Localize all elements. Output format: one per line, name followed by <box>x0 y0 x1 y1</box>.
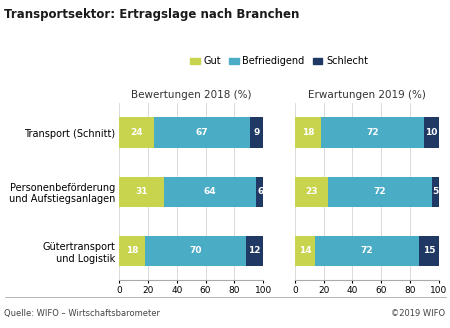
Bar <box>424 117 439 148</box>
Text: ©2019 WIFO: ©2019 WIFO <box>392 309 446 318</box>
Text: 72: 72 <box>374 187 386 196</box>
Bar <box>250 117 263 148</box>
Text: Transportsektor: Ertragslage nach Branchen: Transportsektor: Ertragslage nach Branch… <box>4 8 300 21</box>
Bar <box>328 176 432 207</box>
Text: 15: 15 <box>423 246 436 256</box>
Bar <box>418 236 440 266</box>
Bar <box>295 117 321 148</box>
Text: 24: 24 <box>130 128 143 137</box>
Title: Erwartungen 2019 (%): Erwartungen 2019 (%) <box>308 90 426 100</box>
Text: 5: 5 <box>432 187 438 196</box>
Bar <box>246 236 263 266</box>
Bar <box>295 236 315 266</box>
Text: 10: 10 <box>425 128 438 137</box>
Text: 6: 6 <box>257 187 263 196</box>
Bar <box>295 176 328 207</box>
Text: 18: 18 <box>302 128 314 137</box>
Bar <box>321 117 424 148</box>
Text: Quelle: WIFO – Wirtschaftsbarometer: Quelle: WIFO – Wirtschaftsbarometer <box>4 309 161 318</box>
Bar <box>119 236 145 266</box>
Bar <box>315 236 419 266</box>
Bar <box>119 117 154 148</box>
Bar <box>119 176 164 207</box>
Text: 64: 64 <box>203 187 216 196</box>
Text: 72: 72 <box>366 128 379 137</box>
Text: 70: 70 <box>189 246 202 256</box>
Bar <box>145 236 246 266</box>
Text: 12: 12 <box>248 246 261 256</box>
Text: 18: 18 <box>126 246 139 256</box>
Text: 31: 31 <box>135 187 148 196</box>
Text: 23: 23 <box>305 187 318 196</box>
Bar <box>164 176 256 207</box>
Legend: Gut, Befriedigend, Schlecht: Gut, Befriedigend, Schlecht <box>186 52 372 70</box>
Title: Bewertungen 2018 (%): Bewertungen 2018 (%) <box>131 90 252 100</box>
Bar <box>154 117 250 148</box>
Text: 14: 14 <box>299 246 311 256</box>
Bar <box>432 176 439 207</box>
Text: 67: 67 <box>196 128 208 137</box>
Text: 72: 72 <box>360 246 373 256</box>
Text: 9: 9 <box>253 128 260 137</box>
Bar <box>256 176 265 207</box>
